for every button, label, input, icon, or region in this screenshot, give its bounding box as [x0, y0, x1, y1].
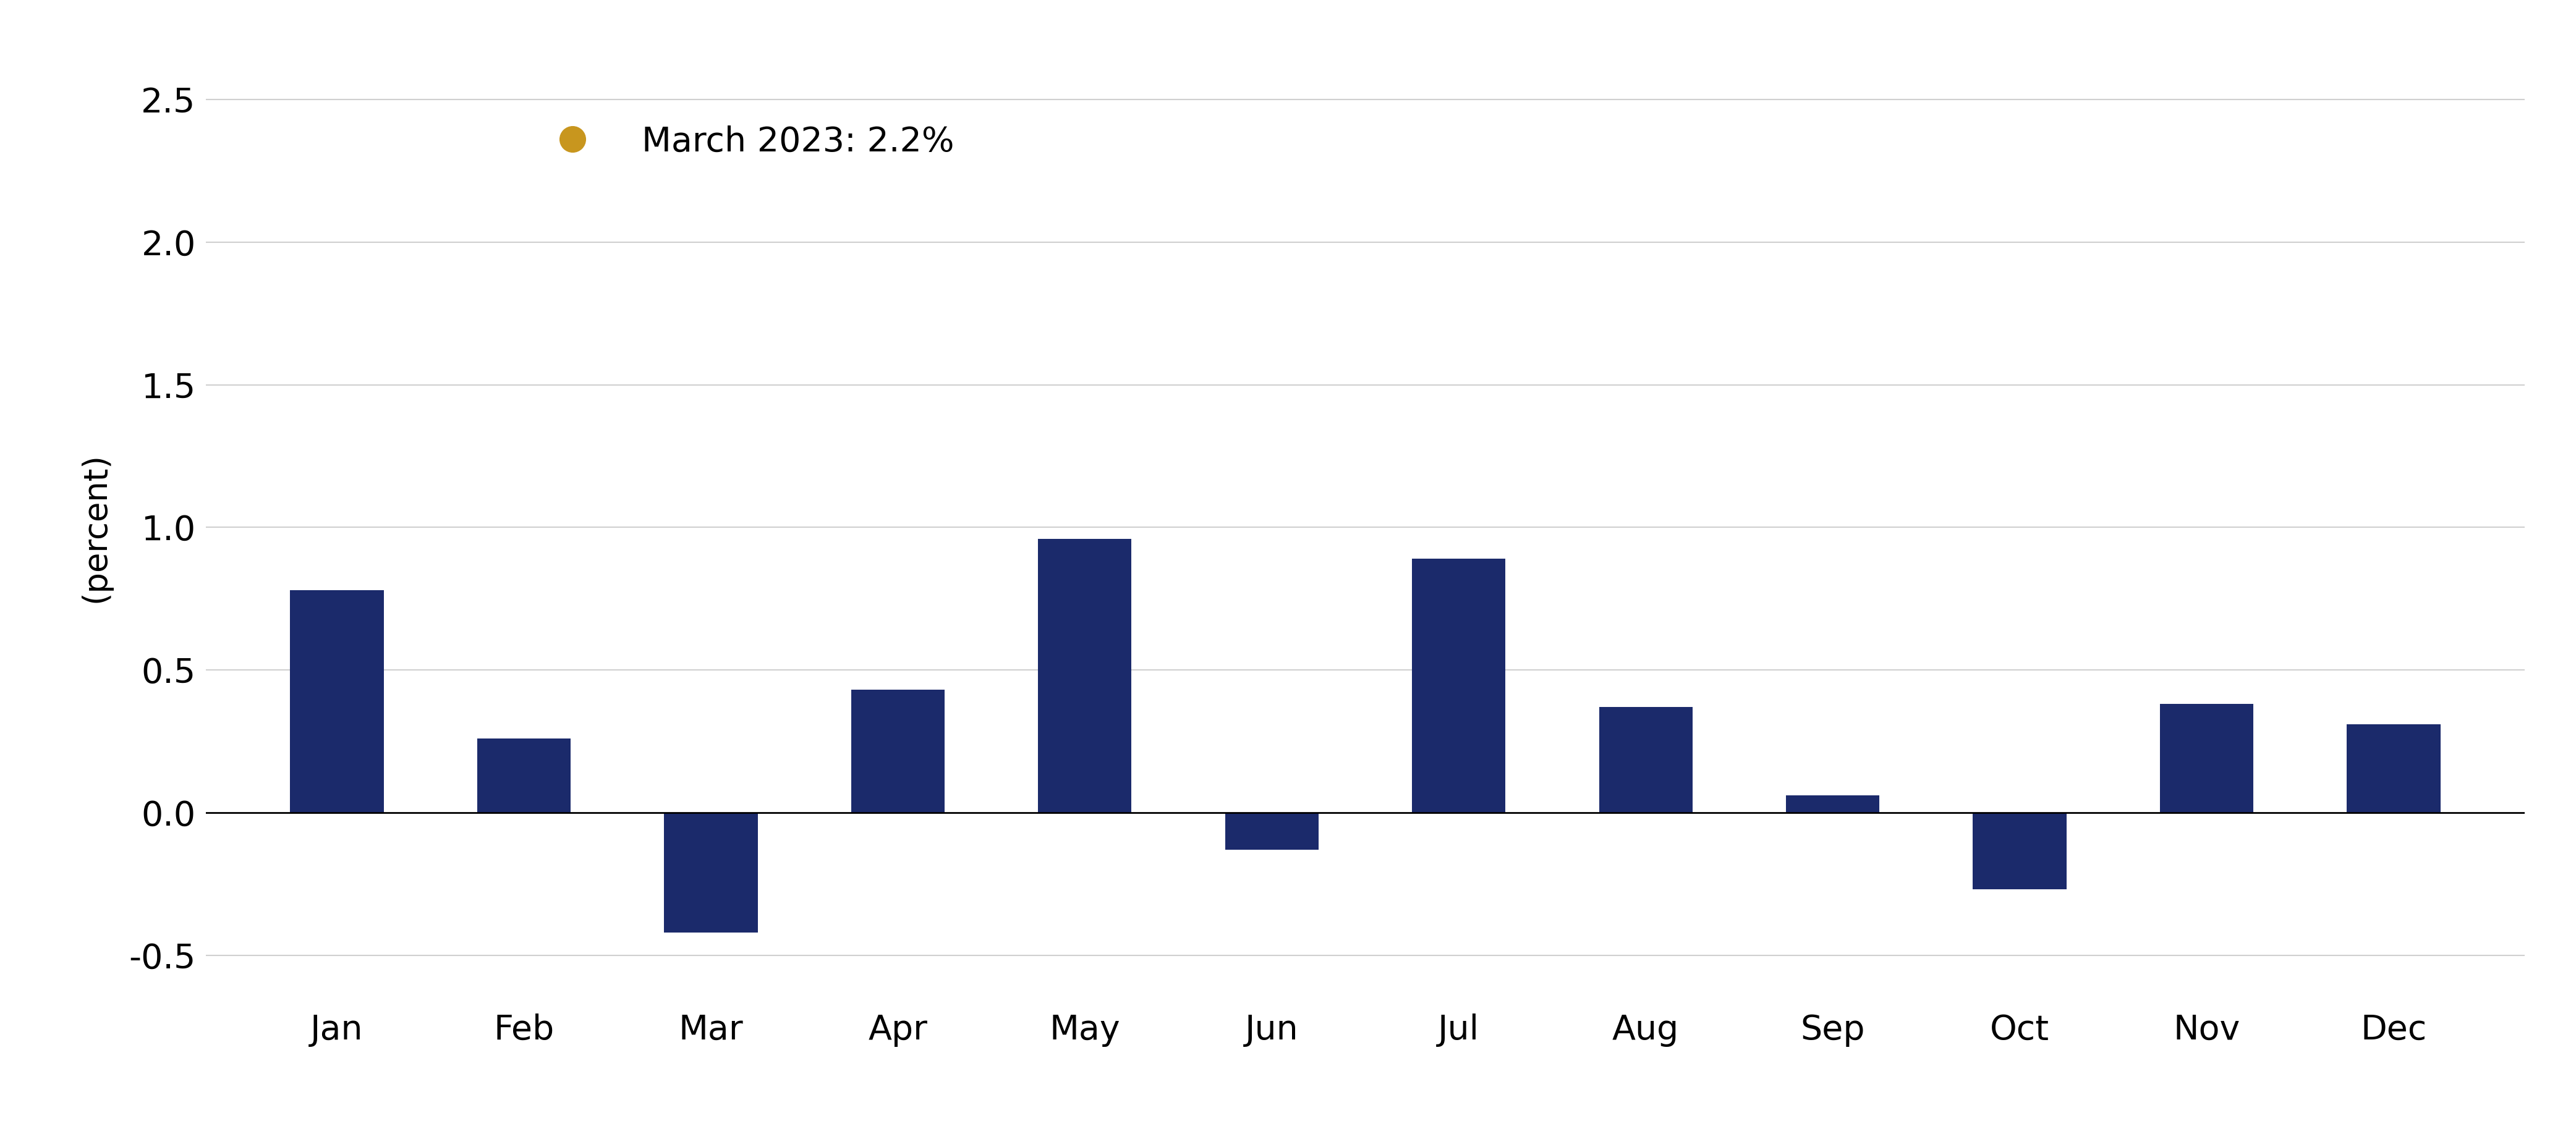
Y-axis label: (percent): (percent) — [80, 452, 111, 602]
Bar — [1973, 813, 2066, 889]
Bar — [1038, 539, 1131, 813]
Bar — [665, 813, 757, 932]
Bar — [1600, 706, 1692, 813]
Legend: March 2023: 2.2%: March 2023: 2.2% — [526, 111, 969, 172]
Bar — [850, 689, 945, 813]
Bar — [2347, 725, 2439, 813]
Bar — [2159, 704, 2254, 813]
Bar — [1412, 559, 1504, 813]
Bar — [291, 590, 384, 813]
Bar — [1226, 813, 1319, 849]
Bar — [477, 738, 572, 813]
Bar — [1785, 795, 1880, 813]
